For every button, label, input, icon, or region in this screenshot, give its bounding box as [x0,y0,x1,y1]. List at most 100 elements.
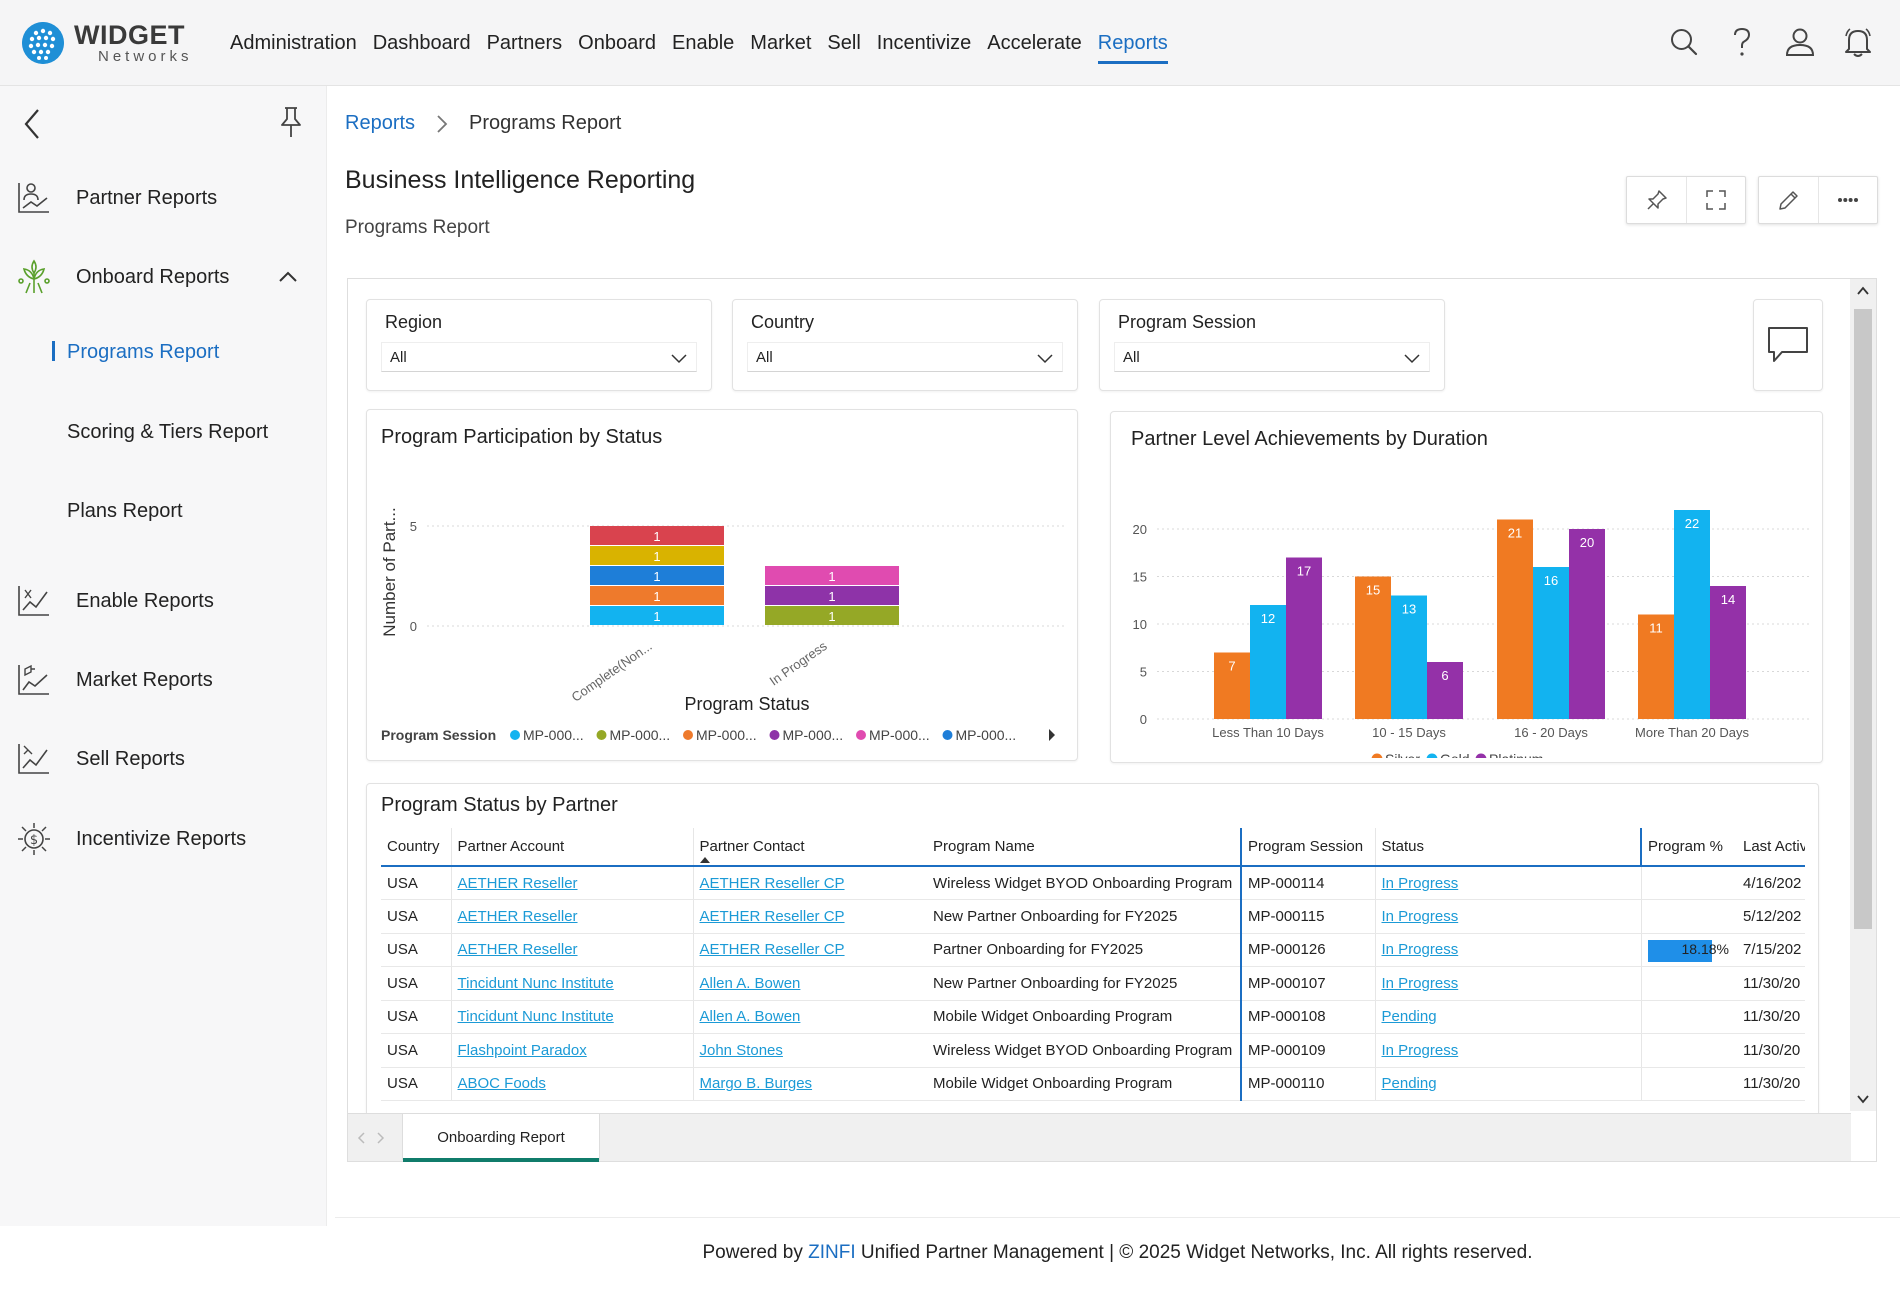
region-select[interactable]: All [381,342,697,372]
column-header-last-activity[interactable]: Last Activi [1737,828,1805,867]
edit-report-button[interactable] [1759,177,1818,223]
table-row: USA AETHER Reseller AETHER Reseller CP Part… [381,933,1805,967]
cell-partner-contact[interactable]: Allen A. Bowen [692,966,927,1001]
cell-program-name: Mobile Widget Onboarding Program [927,1000,1241,1034]
bar-data-label: 1 [653,549,660,564]
sidebar-item-label: Partner Reports [76,186,218,209]
sidebar-item-market-reports[interactable]: Market Reports [0,650,327,710]
sidebar-item-sell-reports[interactable]: Sell Reports [0,729,327,789]
sidebar-subitem-label: Programs Report [67,340,220,363]
column-header-status[interactable]: Status [1374,828,1641,867]
nav-dashboard[interactable]: Dashboard [372,32,471,54]
cell-partner-account[interactable]: Tincidunt Nunc Institute [450,1000,693,1034]
nav-enable[interactable]: Enable [672,32,735,54]
cell-status[interactable]: Pending [1374,1000,1641,1034]
column-header-program-name[interactable]: Program Name [927,828,1241,867]
legend-swatch [856,730,866,740]
cell-partner-account[interactable]: ABOC Foods [450,1067,693,1101]
sidebar-subitem-plans-report[interactable]: Plans Report [0,486,327,536]
comment-icon [1768,327,1808,362]
cell-program-percent [1640,866,1737,900]
nav-reports[interactable]: Reports [1090,0,1176,86]
help-icon[interactable] [1724,22,1760,62]
report-scrollbar[interactable] [1850,279,1876,1111]
bar-data-label: 22 [1685,516,1699,531]
collapse-sidebar-icon[interactable] [18,106,48,142]
cell-partner-contact[interactable]: AETHER Reseller CP [692,899,927,934]
sidebar-item-incentivize-reports[interactable]: $ Incentivize Reports [0,809,327,869]
search-icon[interactable] [1666,22,1702,62]
sidebar-item-label: Enable Reports [76,589,214,612]
column-header-partner-contact[interactable]: Partner Contact [692,828,927,867]
cell-status[interactable]: Pending [1374,1067,1641,1101]
legend-item: MP-000... [523,727,584,743]
user-profile-icon[interactable] [1782,22,1818,62]
cell-partner-account[interactable]: Tincidunt Nunc Institute [450,966,693,1001]
column-header-program-session[interactable]: Program Session [1240,828,1375,867]
y-tick-label: 5 [1140,665,1147,680]
cell-partner-contact[interactable]: Allen A. Bowen [692,1000,927,1034]
footer-brand-link[interactable]: ZINFI [808,1242,856,1263]
sidebar-item-enable-reports[interactable]: Enable Reports [0,571,327,631]
chevron-up-icon[interactable] [276,265,300,289]
cell-status[interactable]: In Progress [1374,899,1641,934]
scroll-down-icon[interactable] [1855,1091,1871,1107]
y-axis-label: Number of Part... [380,507,399,636]
tab-prev-icon[interactable] [354,1128,368,1148]
scroll-up-icon[interactable] [1855,283,1871,299]
fullscreen-button[interactable] [1686,177,1745,223]
tab-next-icon[interactable] [374,1128,388,1148]
bar [1286,557,1322,719]
cell-partner-contact[interactable]: John Stones [692,1033,927,1068]
comments-button[interactable] [1753,299,1823,391]
partner-chart-icon [16,180,52,216]
scrollbar-thumb[interactable] [1854,309,1872,929]
program-session-select[interactable]: All [1114,342,1430,372]
pin-sidebar-icon[interactable] [276,104,306,140]
legend-swatch [1426,753,1438,758]
page-subtitle: Programs Report [345,217,490,238]
nav-sell[interactable]: Sell [827,32,861,54]
nav-administration[interactable]: Administration [230,32,357,54]
cell-status[interactable]: In Progress [1374,866,1641,900]
nav-incentivize[interactable]: Incentivize [876,32,972,54]
bar-data-label: 6 [1441,668,1448,683]
cell-partner-account[interactable]: AETHER Reseller [450,899,693,934]
column-header-partner-account[interactable]: Partner Account [450,828,693,867]
cell-status[interactable]: In Progress [1374,933,1641,967]
nav-onboard[interactable]: Onboard [578,32,656,54]
pin-report-button[interactable] [1627,177,1686,223]
bar-data-label: 1 [653,529,660,544]
sort-ascending-icon [699,857,710,863]
column-header-program-percent[interactable]: Program % [1640,828,1737,867]
cell-partner-contact[interactable]: Margo B. Burges [692,1067,927,1101]
sidebar-item-partner-reports[interactable]: Partner Reports [0,168,327,228]
nav-market[interactable]: Market [750,32,812,54]
more-options-button[interactable] [1818,177,1877,223]
sidebar-subitem-scoring-tiers-report[interactable]: Scoring & Tiers Report [0,407,327,457]
bar-data-label: 14 [1721,592,1735,607]
tab-onboarding-report[interactable]: Onboarding Report [402,1114,600,1162]
cell-partner-contact[interactable]: AETHER Reseller CP [692,866,927,900]
nav-partners[interactable]: Partners [486,32,563,54]
bar [1214,652,1250,719]
bar-data-label: 1 [653,609,660,624]
top-navbar: WIDGET Networks Administration Dashboard… [0,0,1900,86]
column-header-country[interactable]: Country [381,828,451,867]
notification-bell-icon[interactable] [1840,22,1876,62]
sidebar-subitem-programs-report[interactable]: Programs Report [0,327,327,377]
breadcrumb-reports-link[interactable]: Reports [345,112,416,134]
nav-accelerate[interactable]: Accelerate [987,32,1082,54]
cell-partner-contact[interactable]: AETHER Reseller CP [692,933,927,967]
cell-partner-account[interactable]: Flashpoint Paradox [450,1033,693,1068]
cell-status[interactable]: In Progress [1374,1033,1641,1068]
cell-status[interactable]: In Progress [1374,966,1641,1001]
legend-item: MP-000... [956,727,1017,743]
country-select[interactable]: All [747,342,1063,372]
cell-partner-account[interactable]: AETHER Reseller [450,933,693,967]
sidebar-item-onboard-reports[interactable]: Onboard Reports [0,247,327,307]
brand-logo[interactable]: WIDGET Networks [20,20,190,66]
cell-partner-account[interactable]: AETHER Reseller [450,866,693,900]
x-tick-label: Less Than 10 Days [1212,725,1324,740]
x-tick-label: In Progress [767,638,830,689]
